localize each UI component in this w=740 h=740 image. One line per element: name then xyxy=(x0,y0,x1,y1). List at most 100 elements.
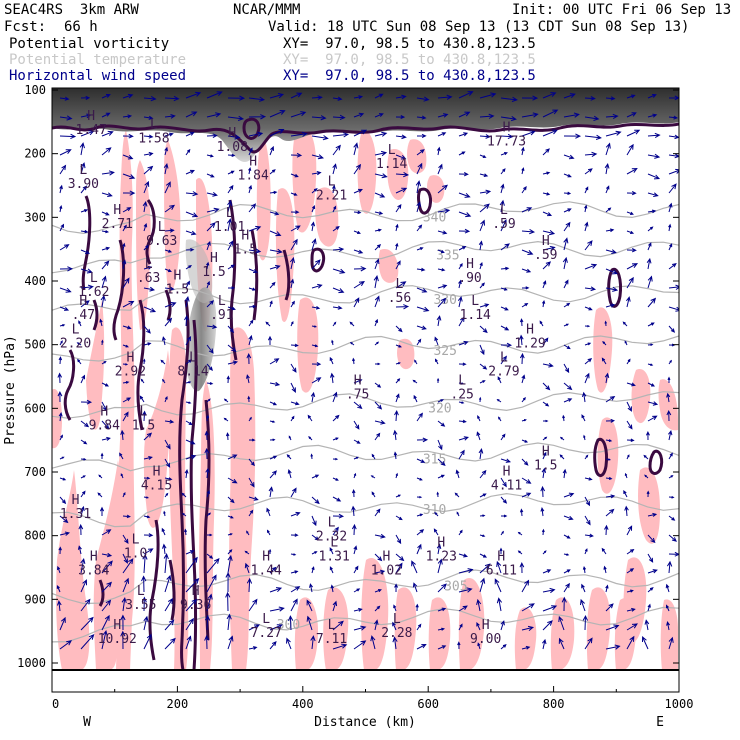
wind-vector xyxy=(80,616,94,631)
theta-contour-label: 310 xyxy=(423,503,446,518)
wind-vector xyxy=(141,575,147,593)
wind-vector xyxy=(290,225,301,232)
wind-vector xyxy=(121,596,127,612)
wind-vector xyxy=(269,470,277,479)
legend-wind-xy: XY= 97.0, 98.5 to 430.8,123.5 xyxy=(283,68,536,84)
wind-vector xyxy=(227,240,234,251)
wind-vector xyxy=(120,630,126,650)
wind-vector xyxy=(582,614,588,631)
wind-vector xyxy=(500,342,513,348)
wind-vector xyxy=(248,509,254,517)
wind-vector xyxy=(101,614,110,631)
wind-vector xyxy=(478,448,484,460)
wind-vector xyxy=(289,256,295,270)
wind-vector xyxy=(394,409,399,422)
wind-vector xyxy=(77,545,82,555)
wind-vector xyxy=(306,615,313,631)
extremum-type: L xyxy=(328,516,336,531)
wind-vector xyxy=(584,357,593,365)
wind-vector xyxy=(185,635,192,650)
wind-vector xyxy=(185,247,195,252)
wind-vector xyxy=(668,452,673,460)
wind-vector xyxy=(269,606,285,612)
wind-vector xyxy=(436,315,442,327)
wind-vector xyxy=(416,529,425,536)
wind-vector xyxy=(206,280,210,289)
wind-vector xyxy=(311,551,318,555)
pink-region xyxy=(638,467,660,544)
wind-vector xyxy=(310,391,316,403)
east-label: E xyxy=(656,715,664,730)
wind-vector xyxy=(370,475,376,479)
extremum-type: L xyxy=(328,618,336,633)
wind-vector xyxy=(476,431,481,441)
wind-vector xyxy=(101,599,112,612)
wind-vector xyxy=(668,534,677,542)
wind-vector xyxy=(332,226,340,232)
wind-vector xyxy=(416,477,423,481)
wind-vector xyxy=(521,186,527,194)
wind-vector xyxy=(416,201,421,213)
wind-vector xyxy=(143,165,154,175)
pink-region xyxy=(143,350,171,528)
wind-vector xyxy=(642,635,649,650)
wind-vector xyxy=(582,565,587,574)
wind-vector xyxy=(353,456,359,460)
wind-vector xyxy=(374,508,381,517)
wind-vector xyxy=(374,243,382,251)
extremum-value: 2.21 xyxy=(316,189,347,204)
wind-vector xyxy=(563,582,570,593)
wind-vector xyxy=(353,163,362,175)
wind-vector xyxy=(626,589,634,593)
wind-vector xyxy=(647,132,661,139)
wind-vector xyxy=(539,320,544,327)
wind-vector xyxy=(584,240,593,251)
wind-vector xyxy=(646,490,650,498)
wind-vector xyxy=(80,209,89,213)
high-pv-stratosphere xyxy=(52,88,679,162)
wind-vector xyxy=(542,280,547,289)
wind-vector xyxy=(604,372,610,384)
wind-vector xyxy=(519,334,524,346)
wind-vector xyxy=(604,524,609,536)
extremum-type: L xyxy=(471,294,479,309)
wind-vector xyxy=(164,439,171,450)
wind-vector xyxy=(437,94,453,100)
wind-vector xyxy=(479,203,490,213)
wind-vector xyxy=(479,514,486,518)
wind-vector xyxy=(248,268,258,273)
wind-vector xyxy=(311,135,329,141)
wind-vector xyxy=(185,230,197,236)
wind-vector xyxy=(207,533,213,537)
wind-vector xyxy=(605,458,612,461)
extremum-type: H xyxy=(437,535,445,550)
wind-vector xyxy=(122,344,129,348)
wind-vector xyxy=(164,268,172,273)
wind-vector xyxy=(374,113,384,118)
theta-contour xyxy=(52,606,679,643)
wind-vector xyxy=(143,265,153,270)
wind-vector xyxy=(80,490,86,498)
wind-vector xyxy=(311,362,322,367)
wind-vector xyxy=(59,164,67,175)
wind-vector xyxy=(80,130,95,137)
wind-vector xyxy=(269,300,273,308)
wind-vector xyxy=(353,420,360,430)
wind-vector xyxy=(309,583,313,593)
wind-vector xyxy=(160,359,166,365)
wind-vector xyxy=(374,228,382,232)
wind-vector xyxy=(226,218,233,232)
wind-vector xyxy=(286,637,292,650)
wind-vector xyxy=(59,616,66,631)
wind-vector xyxy=(500,355,507,365)
wind-vector xyxy=(668,115,679,120)
wind-vector xyxy=(605,249,617,254)
wind-vector xyxy=(227,496,235,504)
wind-vector xyxy=(374,295,380,308)
wind-vector xyxy=(647,94,657,99)
wind-vector xyxy=(246,530,250,536)
wind-vector xyxy=(563,112,580,118)
extremum-type: H xyxy=(526,322,534,337)
wind-vector xyxy=(584,533,594,538)
wind-vector xyxy=(584,168,593,175)
